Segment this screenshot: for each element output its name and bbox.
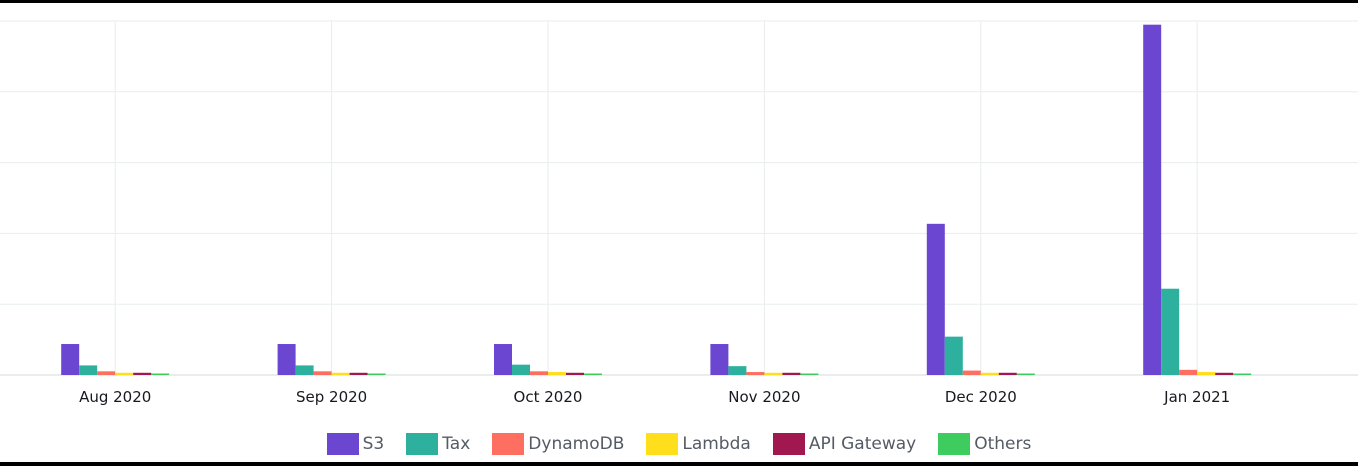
chart-container: Aug 2020 Sep 2020 Oct 2020 Nov 2020 Dec 2020… — [0, 3, 1358, 462]
bar-tax — [295, 365, 314, 375]
x-tick-label: Nov 2020 — [728, 388, 800, 406]
bar-lambda — [548, 372, 566, 375]
legend-item-s3[interactable]: S3 — [326, 433, 385, 455]
bar-lambda — [331, 372, 350, 375]
bar-s3 — [926, 223, 945, 375]
legend-label: S3 — [362, 434, 385, 454]
bar-api-gateway — [1215, 372, 1234, 375]
legend-label: Tax — [442, 434, 471, 454]
legend-item-tax[interactable]: Tax — [406, 433, 470, 455]
bar-tax — [79, 365, 98, 375]
bar-others — [367, 373, 386, 375]
legend-swatch — [646, 433, 679, 455]
bar-s3 — [494, 344, 512, 375]
legend-item-lambda[interactable]: Lambda — [646, 433, 751, 455]
bar-api-gateway — [566, 372, 584, 375]
x-tick-label: Aug 2020 — [79, 388, 151, 406]
bar-s3 — [277, 344, 296, 375]
bar-others — [800, 373, 819, 375]
bar-tax — [728, 366, 747, 375]
bar-others — [1233, 373, 1252, 375]
bar-s3 — [61, 344, 80, 375]
x-tick-label: Oct 2020 — [514, 388, 583, 406]
x-tick-label: Dec 2020 — [945, 388, 1017, 406]
bar-api-gateway — [349, 372, 368, 375]
bar-dynamodb — [746, 372, 765, 375]
legend-item-others[interactable]: Others — [938, 433, 1031, 455]
bar-dynamodb — [97, 371, 116, 375]
legend-swatch — [326, 433, 359, 455]
bar-dynamodb — [530, 371, 548, 375]
legend-swatch — [772, 433, 805, 455]
bar-tax — [1161, 288, 1180, 375]
bar-tax — [944, 336, 963, 375]
chart-legend: S3 Tax DynamoDB Lambda API Gateway Others — [0, 431, 1358, 457]
x-tick-label: Sep 2020 — [296, 388, 367, 406]
legend-swatch — [406, 433, 439, 455]
bar-dynamodb — [962, 370, 981, 375]
bar-others — [151, 373, 170, 375]
bar-lambda — [980, 372, 999, 375]
bar-dynamodb — [313, 371, 332, 375]
bar-lambda — [1197, 372, 1216, 375]
legend-label: API Gateway — [808, 434, 917, 454]
legend-item-dynamodb[interactable]: DynamoDB — [492, 433, 624, 455]
bar-s3 — [1143, 24, 1162, 375]
bar-api-gateway — [998, 372, 1017, 375]
x-tick-label: Jan 2021 — [1163, 388, 1230, 406]
bar-dynamodb — [1179, 369, 1198, 375]
legend-label: Others — [974, 434, 1032, 454]
legend-swatch — [492, 433, 525, 455]
bar-others — [584, 373, 602, 375]
bar-lambda — [764, 372, 783, 375]
bar-api-gateway — [782, 372, 801, 375]
bar-lambda — [115, 372, 134, 375]
bar-s3 — [710, 344, 729, 375]
legend-label: DynamoDB — [528, 434, 625, 454]
bar-others — [1016, 373, 1035, 375]
bar-tax — [512, 364, 530, 375]
bar-api-gateway — [133, 372, 152, 375]
bar-chart: Aug 2020 Sep 2020 Oct 2020 Nov 2020 Dec 2020… — [0, 20, 1358, 406]
legend-item-api-gateway[interactable]: API Gateway — [772, 433, 917, 455]
legend-swatch — [938, 433, 971, 455]
legend-label: Lambda — [682, 434, 751, 454]
